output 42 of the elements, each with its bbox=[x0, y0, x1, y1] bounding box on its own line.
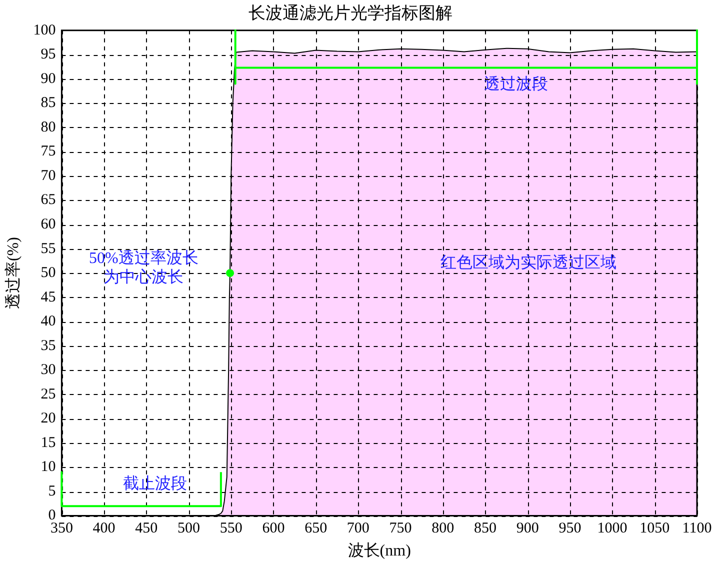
y-tick-label: 25 bbox=[40, 386, 56, 402]
x-tick-label: 950 bbox=[558, 520, 582, 537]
x-tick-label: 1100 bbox=[682, 520, 712, 537]
annotation: 截止波段 bbox=[123, 474, 188, 492]
y-axis-title: 透过率(%) bbox=[4, 237, 22, 310]
x-tick-label: 800 bbox=[432, 520, 454, 537]
y-tick-label: 10 bbox=[40, 459, 56, 476]
x-tick-label: 900 bbox=[516, 520, 539, 537]
x-tick-label: 1050 bbox=[640, 520, 670, 537]
x-tick-label: 500 bbox=[178, 520, 200, 537]
y-tick-label: 75 bbox=[40, 144, 56, 160]
x-tick-label: 600 bbox=[262, 520, 285, 537]
y-tick-label: 30 bbox=[40, 362, 56, 378]
x-tick-label: 850 bbox=[474, 520, 496, 537]
x-tick-label: 400 bbox=[92, 520, 116, 537]
x-tick-label: 450 bbox=[135, 520, 158, 537]
y-tick-label: 15 bbox=[40, 434, 56, 451]
y-tick-label: 90 bbox=[40, 70, 56, 87]
x-tick-label: 700 bbox=[346, 520, 370, 537]
x-axis-title: 波长(nm) bbox=[348, 542, 411, 560]
y-tick-label: 85 bbox=[40, 95, 56, 112]
y-tick-label: 100 bbox=[33, 22, 56, 38]
annotation: 透过波段 bbox=[484, 74, 548, 93]
y-tick-label: 70 bbox=[40, 168, 56, 184]
x-tick-label: 750 bbox=[389, 520, 412, 537]
y-tick-label: 80 bbox=[40, 119, 56, 136]
y-tick-label: 65 bbox=[40, 192, 56, 208]
annotation: 红色区域为实际透过区域 bbox=[440, 254, 617, 272]
y-tick-label: 35 bbox=[40, 338, 56, 354]
y-tick-label: 95 bbox=[40, 46, 56, 63]
y-tick-label: 50 bbox=[40, 265, 56, 282]
x-tick-label: 550 bbox=[220, 520, 242, 537]
chart-title: 长波通滤光片光学指标图解 bbox=[248, 4, 452, 23]
x-tick-label: 650 bbox=[304, 520, 328, 537]
y-tick-label: 45 bbox=[40, 289, 56, 306]
annotation: 50%透过率波长为中心波长 bbox=[88, 248, 198, 286]
x-tick-label: 1000 bbox=[597, 520, 628, 537]
y-tick-label: 55 bbox=[40, 240, 56, 257]
y-tick-label: 40 bbox=[40, 314, 56, 330]
y-tick-label: 20 bbox=[40, 410, 56, 427]
y-tick-label: 5 bbox=[48, 483, 56, 500]
y-tick-label: 60 bbox=[40, 216, 56, 232]
